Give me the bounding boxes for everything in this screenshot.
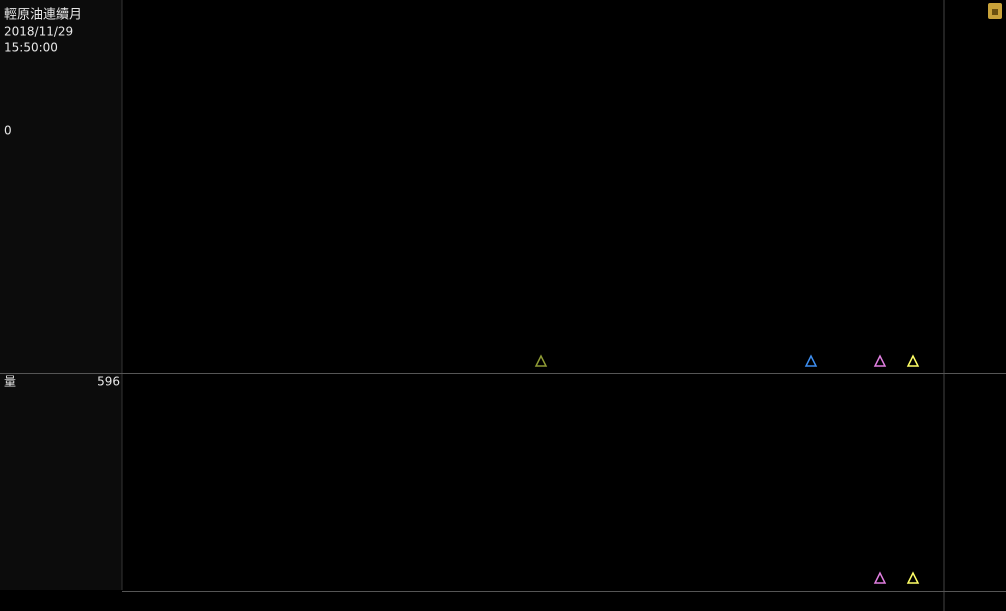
date: 2018/11/29: [4, 25, 73, 39]
volume-current: 596: [97, 375, 120, 389]
signal-triangle: [873, 571, 887, 584]
instrument-title: 輕原油連續月: [4, 8, 82, 23]
info-panel: [0, 0, 122, 590]
signal-triangle: [534, 354, 548, 367]
time: 15:50:00: [4, 41, 58, 55]
signal-triangle: [873, 354, 887, 367]
volume-title: 量: [4, 375, 16, 389]
lock-icon-body: [992, 9, 998, 15]
signal-triangle: [906, 354, 920, 367]
labels-layer: 輕原油連續月 2018/11/29 15:50:00 0 量 596: [4, 8, 120, 389]
signal-triangle: [804, 354, 818, 367]
change: 0: [4, 124, 12, 138]
signal-triangle: [906, 571, 920, 584]
